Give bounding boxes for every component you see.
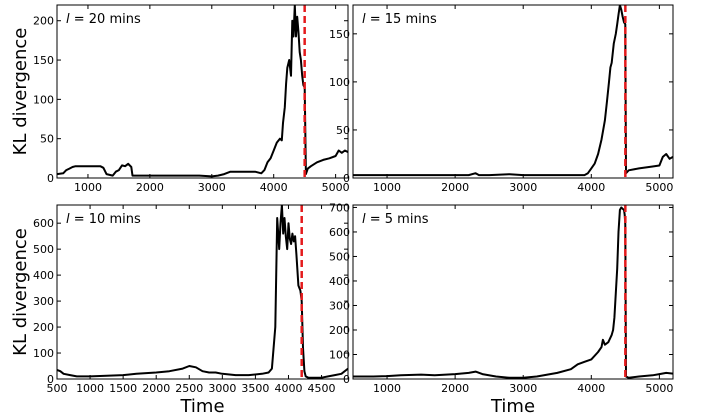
- y-tick-label: 50: [40, 133, 54, 146]
- y-tick-label: 300: [329, 299, 350, 312]
- y-axis-label: KL divergence: [10, 28, 31, 156]
- x-tick-label: 2000: [441, 382, 469, 395]
- y-tick-label: 0: [343, 172, 350, 185]
- x-tick-label: 5000: [645, 382, 673, 395]
- window-size-annotation: l = 5 mins: [362, 212, 429, 227]
- x-tick-label: 2000: [142, 382, 170, 395]
- y-tick-label: 200: [33, 321, 54, 334]
- y-tick-label: 0: [47, 172, 54, 185]
- y-tick-label: 100: [33, 93, 54, 106]
- y-tick-label: 500: [329, 250, 350, 263]
- y-tick-label: 50: [336, 124, 350, 137]
- series-line: [353, 5, 673, 177]
- y-tick-label: 100: [33, 347, 54, 360]
- y-tick-label: 400: [329, 275, 350, 288]
- x-tick-label: 2000: [441, 181, 469, 194]
- series-line: [57, 205, 348, 379]
- y-tick-label: 600: [33, 217, 54, 230]
- y-tick-label: 700: [329, 201, 350, 214]
- chart-panel-top-right: 1000 2000 3000 4000 5000 0 50 100 150 l = 15 mins: [329, 4, 674, 194]
- x-tick-label: 3000: [509, 181, 537, 194]
- x-tick-label: 1000: [373, 181, 401, 194]
- x-tick-label: 4000: [577, 382, 605, 395]
- window-size-annotation: l = 15 mins: [362, 12, 437, 27]
- x-tick-label: 2000: [136, 181, 164, 194]
- y-tick-label: 300: [33, 295, 54, 308]
- x-axis-label: Time: [490, 396, 535, 417]
- x-tick-label: 1500: [109, 382, 137, 395]
- x-tick-label: 3000: [198, 181, 226, 194]
- y-tick-label: 100: [329, 348, 350, 361]
- x-tick-label: 4000: [274, 382, 302, 395]
- y-tick-label: 200: [33, 15, 54, 28]
- x-tick-label: 1000: [76, 382, 104, 395]
- y-tick-label: 150: [329, 28, 350, 41]
- x-tick-label: 4000: [577, 181, 605, 194]
- window-size-annotation: l = 10 mins: [66, 212, 141, 227]
- x-axis-label: Time: [179, 396, 224, 417]
- y-tick-label: 500: [33, 243, 54, 256]
- x-tick-label: 1000: [74, 181, 102, 194]
- window-size-annotation: l = 20 mins: [66, 12, 141, 27]
- y-tick-label: 150: [33, 54, 54, 67]
- x-tick-label: 500: [47, 382, 68, 395]
- y-tick-label: 200: [329, 324, 350, 337]
- x-tick-label: 5000: [322, 181, 350, 194]
- x-tick-label: 3500: [241, 382, 269, 395]
- axes-frame: [352, 204, 674, 380]
- y-tick-label: 400: [33, 269, 54, 282]
- x-tick-label: 3000: [509, 382, 537, 395]
- axes-frame: [56, 204, 349, 380]
- axes-frame: [56, 4, 349, 179]
- axes-frame: [352, 4, 674, 179]
- chart-panel-bottom-right: 1000 2000 3000 4000 5000 0 100 200 300 400 500 600 7…: [329, 201, 674, 417]
- y-axis-label: KL divergence: [10, 228, 31, 356]
- x-tick-label: 2500: [175, 382, 203, 395]
- x-tick-label: 1000: [373, 382, 401, 395]
- series-line: [353, 206, 673, 379]
- x-tick-label: 5000: [645, 181, 673, 194]
- x-tick-label: 4500: [308, 382, 336, 395]
- y-tick-label: 100: [329, 76, 350, 89]
- y-tick-label: 600: [329, 226, 350, 239]
- y-tick-label: 0: [343, 373, 350, 386]
- chart-panel-bottom-left: 500 1000 1500 2000 2500 3000 3500 4000 450001002…: [10, 204, 349, 417]
- x-tick-label: 4000: [260, 181, 288, 194]
- y-tick-label: 0: [47, 373, 54, 386]
- x-tick-label: 3000: [208, 382, 236, 395]
